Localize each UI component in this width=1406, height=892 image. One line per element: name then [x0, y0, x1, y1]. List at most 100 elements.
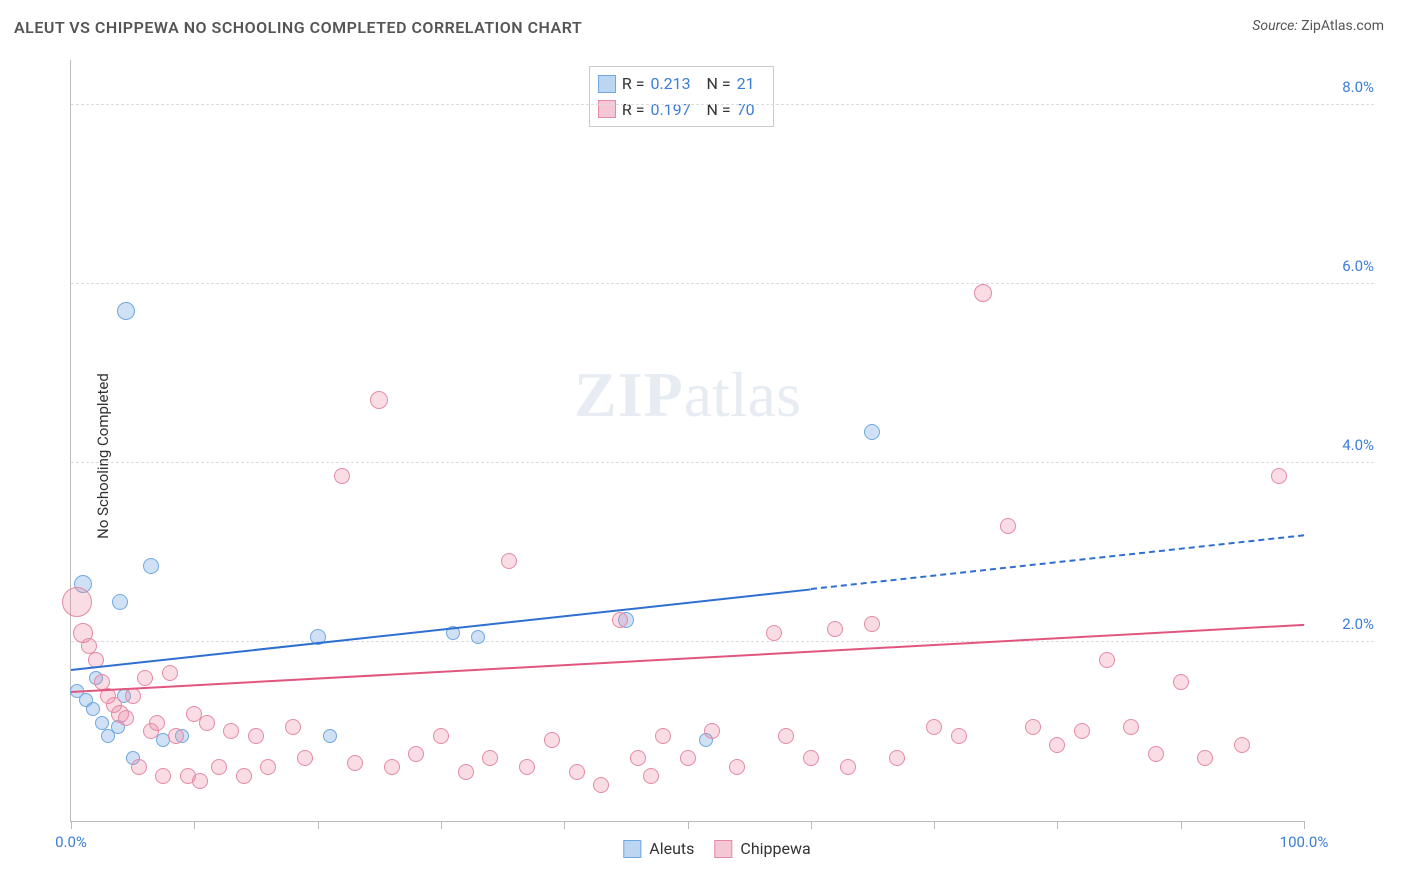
data-point: [155, 768, 171, 784]
r-label: R =: [622, 71, 645, 97]
data-point: [86, 702, 100, 716]
legend: Aleuts Chippewa: [623, 839, 810, 858]
data-point: [1074, 723, 1090, 739]
x-tick: [811, 821, 812, 829]
data-point: [519, 759, 535, 775]
data-point: [192, 773, 208, 789]
source-value: ZipAtlas.com: [1301, 18, 1384, 34]
data-point: [778, 728, 794, 744]
data-point: [1197, 750, 1213, 766]
y-tick-label: 6.0%: [1314, 257, 1374, 275]
watermark: ZIPatlas: [574, 358, 801, 432]
data-point: [569, 764, 585, 780]
data-point: [211, 759, 227, 775]
legend-swatch: [623, 840, 641, 858]
data-point: [384, 759, 400, 775]
data-point: [889, 750, 905, 766]
trend-line: [811, 535, 1304, 591]
data-point: [143, 558, 159, 574]
plot-area: ZIPatlas R =0.213N =21R =0.197N =70 2.0%…: [70, 60, 1304, 822]
data-point: [803, 750, 819, 766]
data-point: [1271, 468, 1287, 484]
gridline-h: [71, 641, 1374, 642]
data-point: [1123, 719, 1139, 735]
x-tick: [1057, 821, 1058, 829]
trend-line: [71, 624, 1304, 693]
data-point: [840, 759, 856, 775]
y-tick-label: 2.0%: [1314, 615, 1374, 633]
x-tick: [564, 821, 565, 829]
data-point: [864, 424, 880, 440]
data-point: [370, 391, 388, 409]
data-point: [680, 750, 696, 766]
x-tick: [1181, 821, 1182, 829]
data-point: [433, 728, 449, 744]
y-tick-label: 4.0%: [1314, 436, 1374, 454]
data-point: [297, 750, 313, 766]
r-label: R =: [622, 97, 645, 123]
correlation-row: R =0.213N = 21: [598, 71, 765, 97]
data-point: [458, 764, 474, 780]
data-point: [1049, 737, 1065, 753]
gridline-h: [71, 104, 1374, 105]
n-label: N =: [706, 71, 730, 97]
legend-swatch: [714, 840, 732, 858]
data-point: [131, 759, 147, 775]
data-point: [223, 723, 239, 739]
data-point: [1234, 737, 1250, 753]
data-point: [199, 715, 215, 731]
y-tick-label: 8.0%: [1314, 78, 1374, 96]
data-point: [285, 719, 301, 735]
data-point: [112, 594, 128, 610]
data-point: [1148, 746, 1164, 762]
legend-item: Aleuts: [623, 839, 694, 858]
x-tick: [1304, 821, 1305, 829]
data-point: [149, 715, 165, 731]
data-point: [162, 665, 178, 681]
chart-container: No Schooling Completed ZIPatlas R =0.213…: [50, 50, 1384, 862]
data-point: [612, 612, 628, 628]
data-point: [62, 587, 92, 617]
correlation-box: R =0.213N = 21R =0.197N =70: [589, 66, 774, 127]
watermark-bold: ZIP: [574, 359, 684, 430]
n-value: 21: [737, 71, 765, 97]
data-point: [347, 755, 363, 771]
correlation-row: R =0.197N =70: [598, 97, 765, 123]
data-point: [323, 729, 337, 743]
x-tick: [688, 821, 689, 829]
legend-label: Chippewa: [740, 839, 810, 858]
x-tick: [934, 821, 935, 829]
data-point: [1173, 674, 1189, 690]
gridline-h: [71, 462, 1374, 463]
data-point: [248, 728, 264, 744]
data-point: [471, 630, 485, 644]
data-point: [1099, 652, 1115, 668]
x-tick: [441, 821, 442, 829]
data-point: [482, 750, 498, 766]
legend-item: Chippewa: [714, 839, 810, 858]
gridline-h: [71, 283, 1374, 284]
x-tick: [318, 821, 319, 829]
data-point: [260, 759, 276, 775]
data-point: [729, 759, 745, 775]
chart-title: ALEUT VS CHIPPEWA NO SCHOOLING COMPLETED…: [14, 18, 582, 37]
source-attribution: Source: ZipAtlas.com: [1252, 18, 1384, 34]
legend-label: Aleuts: [649, 839, 694, 858]
r-value: 0.213: [650, 71, 700, 97]
r-value: 0.197: [650, 97, 700, 123]
source-label: Source:: [1252, 18, 1297, 34]
data-point: [334, 468, 350, 484]
data-point: [137, 670, 153, 686]
data-point: [864, 616, 880, 632]
data-point: [1000, 518, 1016, 534]
x-tick-label: 100.0%: [1280, 833, 1329, 851]
data-point: [118, 710, 134, 726]
n-label: N =: [706, 97, 730, 123]
data-point: [951, 728, 967, 744]
data-point: [1025, 719, 1041, 735]
data-point: [926, 719, 942, 735]
data-point: [974, 284, 992, 302]
data-point: [117, 302, 135, 320]
data-point: [236, 768, 252, 784]
data-point: [630, 750, 646, 766]
